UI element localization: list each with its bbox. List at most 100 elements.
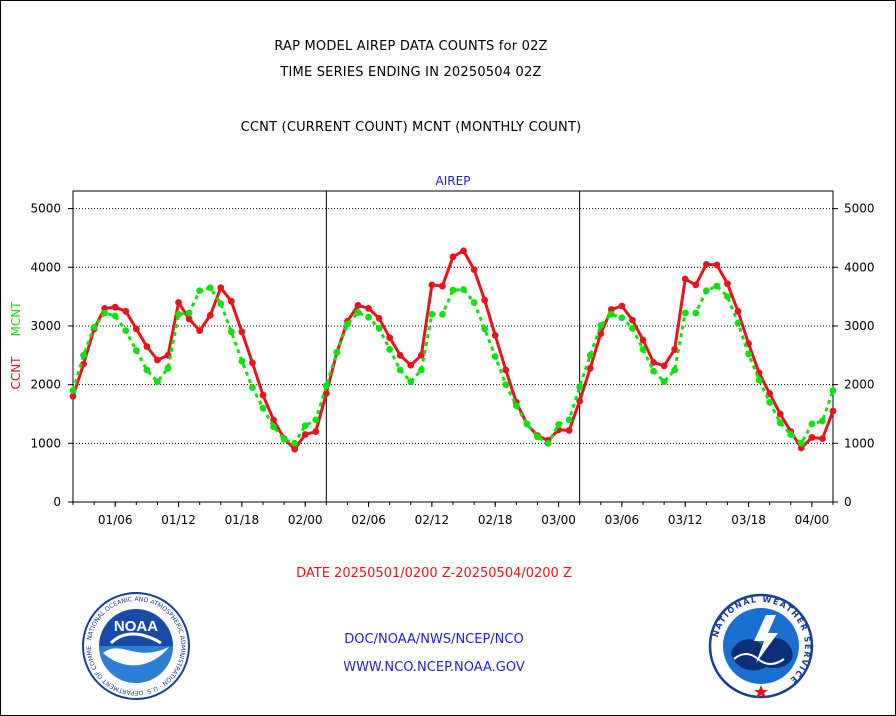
- data-point-ccnt: [629, 316, 636, 324]
- data-point-ccnt: [175, 299, 182, 306]
- data-point-ccnt: [660, 362, 668, 370]
- data-point-ccnt: [639, 336, 647, 344]
- data-point-ccnt: [481, 296, 489, 304]
- x-tick-label: 01/12: [161, 513, 196, 527]
- data-point-ccnt: [417, 351, 425, 359]
- data-point-mcnt: [164, 364, 172, 372]
- data-point-ccnt: [217, 284, 225, 292]
- data-point-ccnt: [132, 325, 140, 333]
- data-point-mcnt: [671, 366, 679, 374]
- data-point-mcnt: [639, 346, 647, 353]
- data-point-ccnt: [227, 297, 235, 305]
- data-point-mcnt: [249, 384, 256, 391]
- data-point-mcnt: [808, 420, 816, 428]
- data-point-mcnt: [586, 351, 594, 359]
- x-tick-label: 02/00: [288, 513, 323, 527]
- data-point-mcnt: [692, 309, 700, 317]
- org-link[interactable]: DOC/NOAA/NWS/NCEP/NCO: [1, 632, 867, 647]
- data-point-ccnt: [101, 304, 109, 312]
- data-point-ccnt: [238, 328, 246, 336]
- data-point-mcnt: [702, 287, 710, 295]
- data-point-mcnt: [544, 439, 552, 447]
- data-point-ccnt: [586, 364, 594, 372]
- data-point-mcnt: [681, 309, 689, 317]
- data-point-ccnt: [122, 307, 130, 315]
- data-point-ccnt: [143, 343, 151, 350]
- data-point-ccnt: [491, 331, 499, 339]
- data-point-mcnt: [154, 378, 161, 386]
- data-point-ccnt: [375, 314, 383, 322]
- data-point-ccnt: [671, 346, 679, 353]
- series-line-ccnt: [71, 249, 835, 451]
- label-layer: AIREP 0 0 1000 1000 2000 2000 3000 3000 4000 4000 5…: [9, 174, 875, 527]
- data-point-ccnt: [460, 247, 467, 255]
- y-tick-label-right: 3000: [844, 319, 875, 333]
- data-point-ccnt: [365, 304, 372, 312]
- y-tick-label-right: 5000: [844, 202, 875, 216]
- data-point-mcnt: [787, 431, 795, 438]
- data-point-ccnt: [322, 390, 330, 397]
- y-axis-label-mcnt: MCNT: [9, 301, 23, 337]
- data-point-mcnt: [344, 320, 351, 328]
- data-point-mcnt: [460, 286, 467, 293]
- plot-frame: [72, 190, 834, 503]
- x-tick-label: 03/06: [605, 513, 640, 527]
- data-point-mcnt: [196, 287, 204, 295]
- chart-series-legend-text: CCNT (CURRENT COUNT) MCNT (MONTHLY COUNT…: [240, 120, 582, 135]
- data-point-mcnt: [122, 327, 130, 335]
- data-point-mcnt: [449, 286, 457, 294]
- data-point-ccnt: [565, 427, 573, 434]
- data-point-mcnt: [618, 314, 626, 322]
- data-point-ccnt: [354, 302, 362, 309]
- data-point-mcnt: [80, 351, 87, 359]
- data-point-mcnt: [829, 387, 837, 394]
- data-point-mcnt: [354, 309, 362, 316]
- noaa-logo-text: NOAA: [114, 618, 158, 635]
- data-point-mcnt: [333, 348, 341, 356]
- data-point-ccnt: [576, 397, 584, 405]
- data-point-mcnt: [734, 319, 742, 327]
- data-point-mcnt: [396, 366, 404, 374]
- x-tick-label: 04/00: [795, 513, 830, 527]
- data-point-mcnt: [185, 309, 193, 317]
- data-point-mcnt: [417, 366, 425, 374]
- data-point-ccnt: [249, 359, 256, 367]
- data-point-ccnt: [449, 253, 457, 261]
- y-tick-label-left: 0: [53, 495, 61, 509]
- data-point-ccnt: [291, 445, 299, 453]
- data-point-mcnt: [132, 347, 140, 355]
- data-point-mcnt: [206, 284, 214, 292]
- y-tick-label-left: 3000: [30, 319, 61, 333]
- data-point-ccnt: [681, 275, 689, 283]
- data-point-ccnt: [439, 282, 446, 290]
- data-point-ccnt: [829, 407, 837, 415]
- data-point-ccnt: [312, 428, 320, 435]
- nws-logo-icon: NATIONAL WEATHER SERVICE: [708, 593, 814, 699]
- y-tick-label-left: 4000: [30, 260, 61, 274]
- data-point-mcnt: [217, 300, 225, 308]
- data-point-mcnt: [745, 350, 752, 358]
- date-range-text: DATE 20250501/0200 Z-20250504/0200 Z: [296, 566, 572, 581]
- y-tick-label-right: 0: [844, 495, 852, 509]
- data-point-mcnt: [523, 420, 531, 428]
- data-point-mcnt: [607, 310, 615, 318]
- data-point-mcnt: [428, 310, 436, 318]
- y-tick-label-right: 2000: [844, 378, 875, 392]
- data-point-mcnt: [227, 328, 235, 336]
- data-point-ccnt: [724, 280, 731, 288]
- x-tick-label: 01/18: [225, 513, 260, 527]
- date-range-label: DATE 20250501/0200 Z-20250504/0200 Z: [1, 566, 867, 581]
- data-point-mcnt: [386, 346, 394, 353]
- website-link[interactable]: WWW.NCO.NCEP.NOAA.GOV: [1, 660, 867, 675]
- data-point-ccnt: [407, 361, 415, 369]
- chart-title-time-series: TIME SERIES ENDING IN 20250504 02Z: [280, 65, 542, 80]
- x-tick-label: 01/06: [98, 513, 133, 527]
- y-tick-label-right: 1000: [844, 436, 875, 450]
- data-point-ccnt: [428, 281, 436, 289]
- data-point-mcnt: [629, 324, 636, 332]
- axis-layer: [68, 190, 838, 507]
- data-point-mcnt: [407, 378, 415, 386]
- data-point-mcnt: [481, 325, 489, 333]
- data-point-mcnt: [101, 309, 109, 317]
